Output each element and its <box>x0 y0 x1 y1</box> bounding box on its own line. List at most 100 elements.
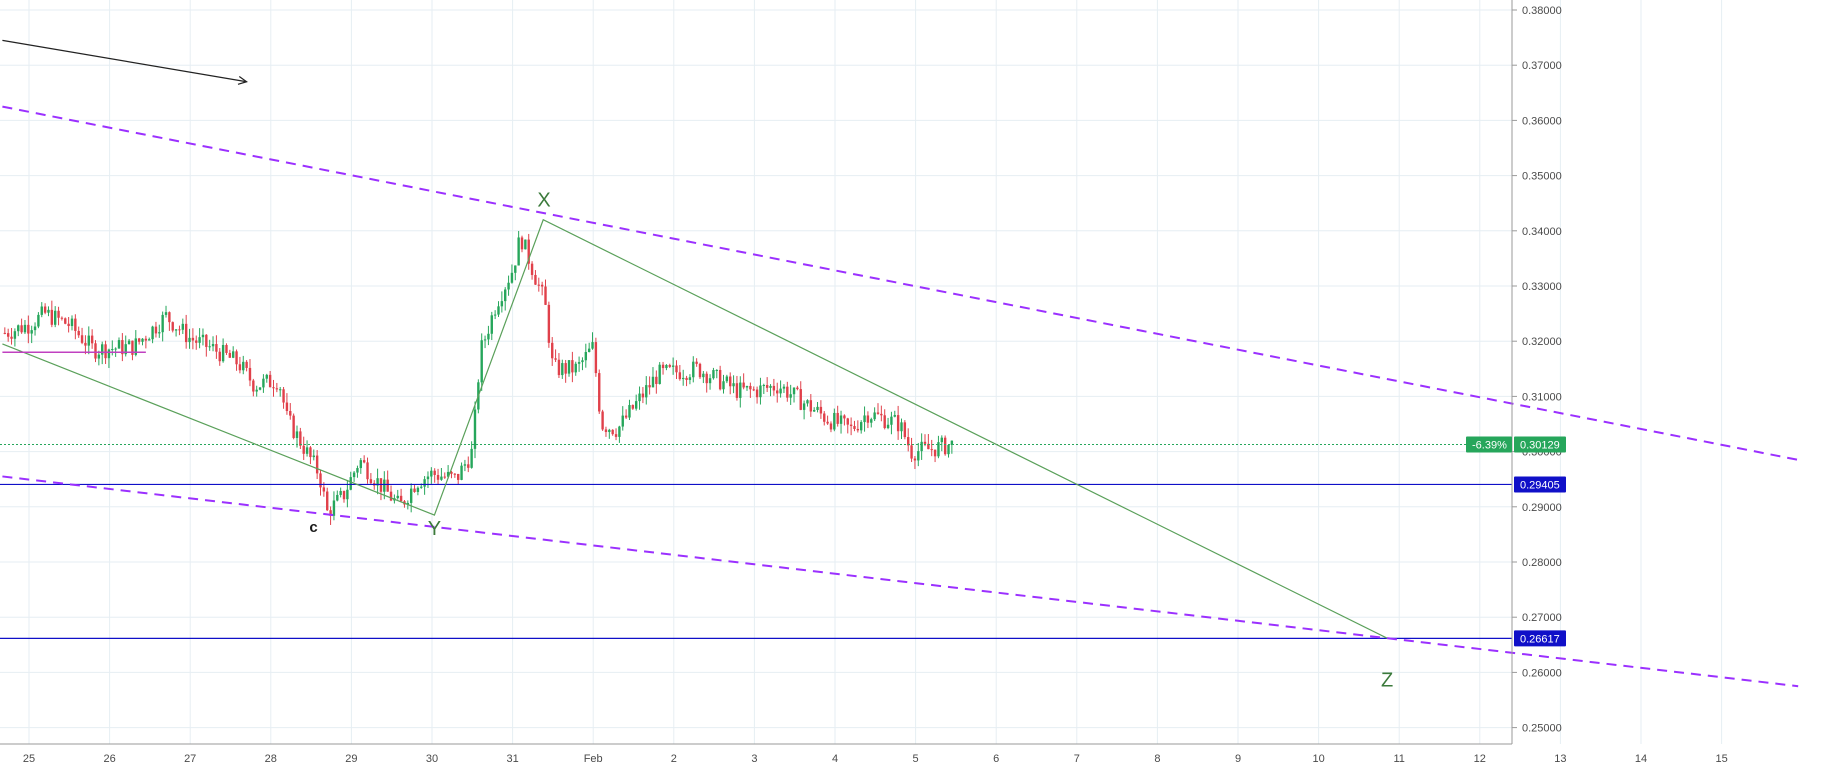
candle-body <box>776 390 779 394</box>
candle-body <box>346 489 349 500</box>
candle-body <box>154 326 158 334</box>
candle-body <box>252 380 255 392</box>
candle-body <box>608 429 611 433</box>
candle-body <box>201 334 205 338</box>
candle-body <box>235 351 238 365</box>
candle-body <box>336 494 339 501</box>
candle-body <box>497 306 500 315</box>
candle-body <box>305 447 309 454</box>
candle-body <box>134 338 137 355</box>
candle-body <box>349 477 352 490</box>
candle-body <box>383 479 386 492</box>
candle-body <box>917 451 920 461</box>
candle-body <box>725 376 729 382</box>
candle-body <box>17 325 20 332</box>
candle-body <box>181 323 185 330</box>
y-tick-label: 0.25000 <box>1522 723 1562 735</box>
candle-body <box>366 462 369 480</box>
candle-body <box>332 500 336 516</box>
axes: 25 26 27 28 29 30 31 Feb 2 3 4 5 6 7 8 9 10 11 12 13 14 15 0.3… <box>0 0 1728 765</box>
y-tick-label: 0.33000 <box>1522 281 1562 293</box>
candle-body <box>164 312 168 315</box>
wave-label-z: Z <box>1381 669 1393 691</box>
candle-body <box>665 365 668 369</box>
candle-body <box>816 406 819 410</box>
price-badge-label: 0.26617 <box>1520 633 1560 645</box>
candle-body <box>463 464 467 466</box>
x-tick-label: Feb <box>584 753 603 765</box>
candle-body <box>218 351 221 362</box>
candle-body <box>456 473 460 480</box>
candle-body <box>621 415 624 427</box>
candle-body <box>658 364 661 384</box>
candle-body <box>708 378 712 384</box>
candle-body <box>446 471 450 477</box>
candle-body <box>90 335 94 344</box>
candle-body <box>631 405 635 409</box>
candle-body <box>839 415 843 424</box>
candle-body <box>416 487 420 492</box>
candle-body <box>74 318 77 331</box>
candle-body <box>238 364 242 371</box>
candle-body <box>947 444 950 455</box>
candle-body <box>561 363 564 376</box>
candle-body <box>137 338 141 342</box>
wave-line[interactable] <box>2 218 1388 639</box>
candle-body <box>611 429 614 435</box>
x-tick-label: 3 <box>751 753 757 765</box>
candle-body <box>221 344 225 362</box>
candle-body <box>309 447 312 458</box>
candle-body <box>3 332 7 334</box>
y-tick-label: 0.27000 <box>1522 612 1562 624</box>
candle-body <box>749 385 752 390</box>
candle-body <box>903 422 907 438</box>
candle-body <box>581 360 584 363</box>
candle-body <box>587 348 591 353</box>
change-badge-label: -6.39% <box>1472 439 1507 451</box>
candle-body <box>342 491 346 500</box>
y-tick-label: 0.29000 <box>1522 502 1562 514</box>
candle-body <box>551 342 554 359</box>
candle-body <box>789 394 792 398</box>
candle-body <box>530 263 534 275</box>
candle-body <box>930 449 933 451</box>
candle-body <box>87 335 90 346</box>
candle-body <box>769 385 772 388</box>
candle-body <box>117 340 121 349</box>
x-tick-label: 11 <box>1393 753 1404 765</box>
candle-body <box>228 352 232 358</box>
price-badge-label: 0.30129 <box>1520 439 1560 451</box>
candle-body <box>685 377 688 380</box>
candle-body <box>409 488 413 503</box>
candle-body <box>907 437 910 446</box>
candle-body <box>10 336 13 339</box>
candle-body <box>634 401 638 409</box>
candle-body <box>480 340 483 383</box>
candle-body <box>567 360 571 374</box>
candle-body <box>759 385 762 398</box>
candle-body <box>638 393 641 402</box>
candle-body <box>735 383 739 398</box>
wave-label-x: X <box>537 190 550 212</box>
channel-line[interactable] <box>2 475 1799 688</box>
candle-body <box>124 344 127 355</box>
candle-body <box>833 412 836 430</box>
candle-body <box>127 340 131 345</box>
candle-body <box>890 416 893 425</box>
candle-body <box>500 301 504 307</box>
candle-body <box>514 265 517 273</box>
candle-body <box>389 491 393 501</box>
candle-body <box>927 443 930 450</box>
candle-body <box>178 329 181 331</box>
trend-arrow-line[interactable] <box>2 39 247 83</box>
candle-body <box>554 358 557 360</box>
candle-body <box>799 389 802 410</box>
x-tick-label: 6 <box>993 753 999 765</box>
candle-body <box>651 376 655 388</box>
candle-body <box>413 488 416 492</box>
candle-body <box>594 342 598 374</box>
candle-body <box>258 387 262 390</box>
candle-body <box>97 354 101 359</box>
candle-body <box>584 352 588 361</box>
